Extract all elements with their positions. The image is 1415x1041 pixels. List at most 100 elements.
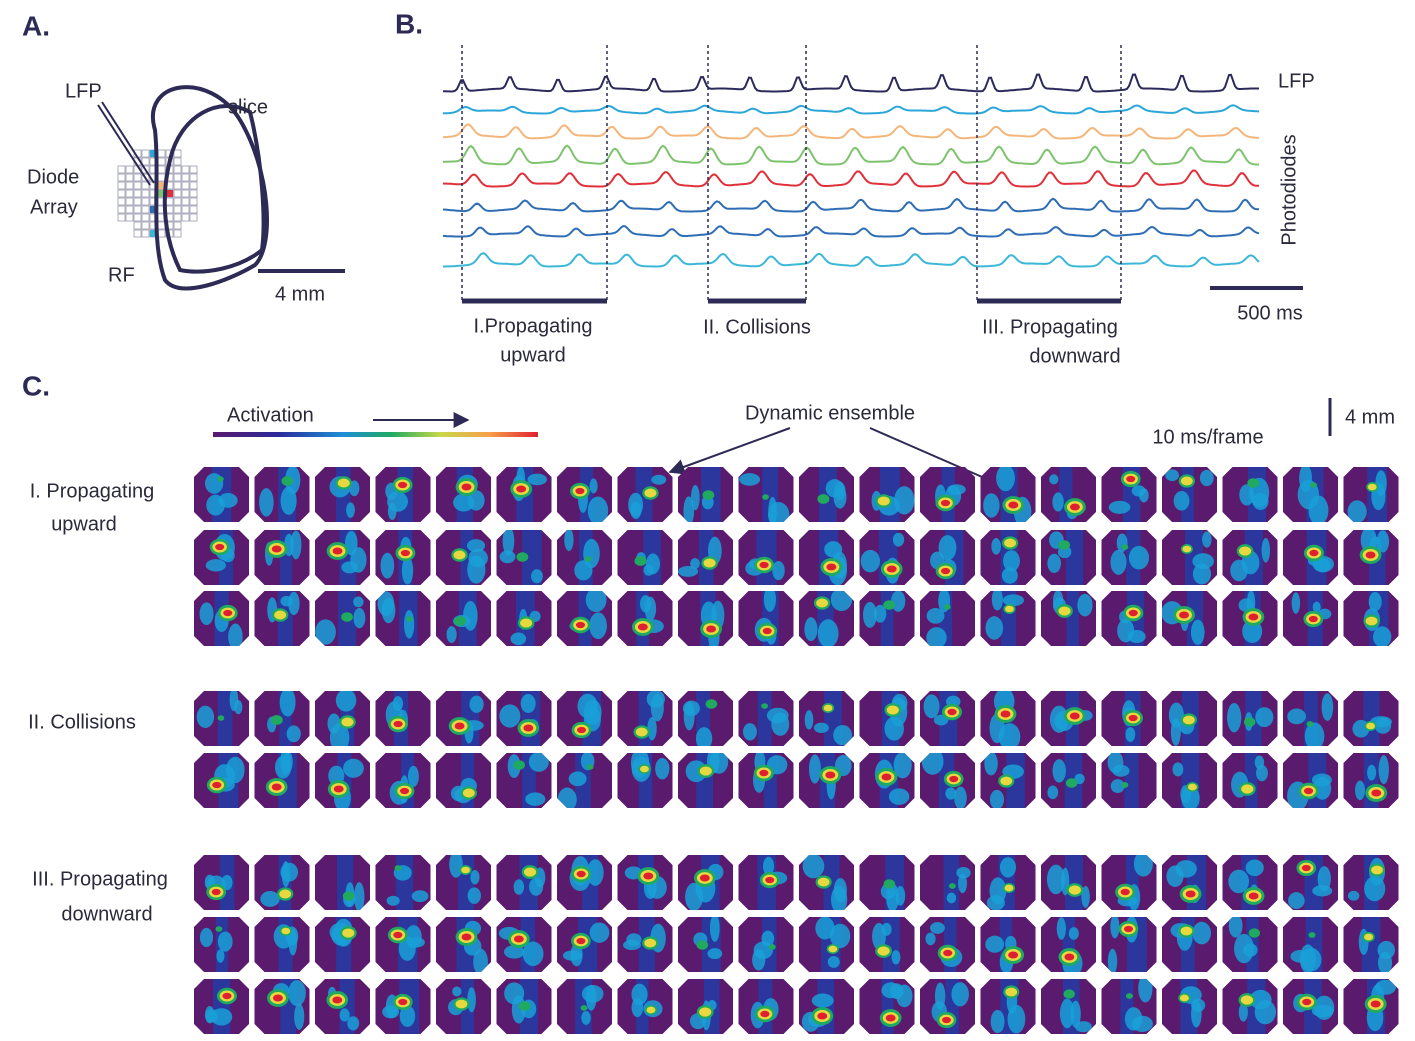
frame bbox=[799, 854, 854, 913]
frame bbox=[1102, 974, 1157, 1034]
frame bbox=[497, 979, 552, 1034]
hot-spot bbox=[271, 715, 283, 725]
frame bbox=[315, 467, 370, 522]
frame bbox=[557, 691, 612, 746]
frame bbox=[860, 917, 915, 972]
hot-spot bbox=[1368, 484, 1377, 491]
frame-patch bbox=[707, 948, 722, 959]
diode bbox=[190, 206, 197, 213]
frame-patch bbox=[1003, 550, 1020, 571]
frame-patch bbox=[412, 890, 429, 902]
frame-patch bbox=[812, 994, 834, 1008]
frame bbox=[1344, 467, 1399, 523]
frame-patch bbox=[234, 700, 242, 714]
frame bbox=[1283, 917, 1338, 973]
row-label: III. Propagating bbox=[32, 868, 168, 890]
frame-patch bbox=[404, 610, 414, 639]
frame bbox=[678, 530, 733, 585]
diode bbox=[142, 198, 149, 205]
frame bbox=[739, 530, 794, 585]
frame bbox=[436, 467, 491, 522]
figure: A. LFP slice Diode Array RF 4 mm B. LFP … bbox=[0, 0, 1415, 1036]
frame bbox=[497, 917, 552, 972]
frame-patch bbox=[1300, 944, 1316, 973]
frame-patch bbox=[1375, 717, 1392, 733]
frame-patch bbox=[218, 493, 237, 508]
frame-patch bbox=[1172, 762, 1183, 776]
diode bbox=[174, 166, 181, 173]
hot-spot bbox=[1005, 988, 1017, 997]
hot-spot bbox=[759, 770, 768, 776]
frame-patch bbox=[1125, 727, 1135, 742]
frame-patch bbox=[1165, 469, 1179, 481]
frame-patch bbox=[259, 488, 274, 516]
frame-patch bbox=[984, 752, 997, 776]
hot-spot bbox=[1186, 891, 1196, 898]
frame-patch bbox=[645, 597, 656, 621]
hot-spot bbox=[455, 723, 465, 730]
hot-spot bbox=[1181, 477, 1193, 486]
frame-patch bbox=[1348, 891, 1359, 901]
hot-spot bbox=[454, 616, 466, 626]
frame-patch bbox=[925, 932, 935, 945]
trace bbox=[443, 146, 1259, 165]
hot-spot bbox=[825, 772, 835, 779]
frame bbox=[739, 750, 794, 808]
hot-spot bbox=[395, 865, 402, 871]
frame bbox=[1102, 591, 1157, 646]
frame-patch bbox=[863, 602, 877, 628]
hot-spot bbox=[826, 564, 836, 571]
hot-spot bbox=[456, 1000, 468, 1009]
frame bbox=[255, 917, 310, 972]
frame-patch bbox=[990, 790, 1004, 810]
frame bbox=[255, 855, 310, 910]
hot-spot bbox=[1005, 606, 1014, 613]
frame-patch bbox=[529, 752, 549, 772]
frame-patch bbox=[1305, 723, 1325, 751]
frame-patch bbox=[992, 588, 1003, 610]
frame bbox=[981, 979, 1036, 1034]
frame bbox=[1344, 691, 1399, 746]
frame-patch bbox=[206, 559, 226, 571]
hot-spot bbox=[760, 562, 769, 568]
diode bbox=[158, 230, 165, 237]
label: Array bbox=[30, 196, 78, 218]
frame-patch bbox=[216, 949, 224, 962]
frame-patch bbox=[449, 851, 463, 878]
hot-spot bbox=[516, 552, 528, 562]
frame bbox=[1041, 753, 1096, 808]
diode bbox=[126, 166, 133, 173]
hot-spot bbox=[454, 551, 466, 560]
hot-spot bbox=[700, 766, 712, 775]
hot-spot bbox=[1241, 784, 1253, 793]
row-label: I. Propagating bbox=[30, 480, 155, 502]
frame bbox=[678, 979, 733, 1034]
hot-spot bbox=[212, 889, 221, 895]
hot-spot bbox=[212, 782, 221, 788]
diode bbox=[190, 190, 197, 197]
hot-spot bbox=[703, 490, 715, 500]
frame-patch bbox=[1069, 927, 1079, 940]
frame-patch bbox=[467, 556, 485, 584]
epoch-label: III. Propagating bbox=[982, 316, 1118, 338]
diode bbox=[126, 198, 133, 205]
frame-patch bbox=[1313, 602, 1321, 613]
diode bbox=[174, 206, 181, 213]
frame-patch bbox=[1253, 493, 1269, 510]
frame bbox=[618, 855, 673, 910]
diode bbox=[118, 206, 125, 213]
frame-patch bbox=[1057, 917, 1066, 940]
frame-patch bbox=[1000, 857, 1016, 877]
hot-spot bbox=[520, 618, 532, 627]
hot-spot bbox=[1309, 550, 1318, 556]
frame-patch bbox=[1312, 1005, 1334, 1017]
hot-spot bbox=[706, 626, 716, 633]
hot-spot bbox=[949, 776, 958, 782]
hot-spot bbox=[878, 496, 890, 505]
frame bbox=[678, 914, 733, 972]
frame bbox=[981, 855, 1036, 910]
frame bbox=[1041, 590, 1096, 646]
frame bbox=[1162, 691, 1217, 746]
label: slice bbox=[228, 96, 268, 118]
frame-patch bbox=[1110, 550, 1126, 575]
